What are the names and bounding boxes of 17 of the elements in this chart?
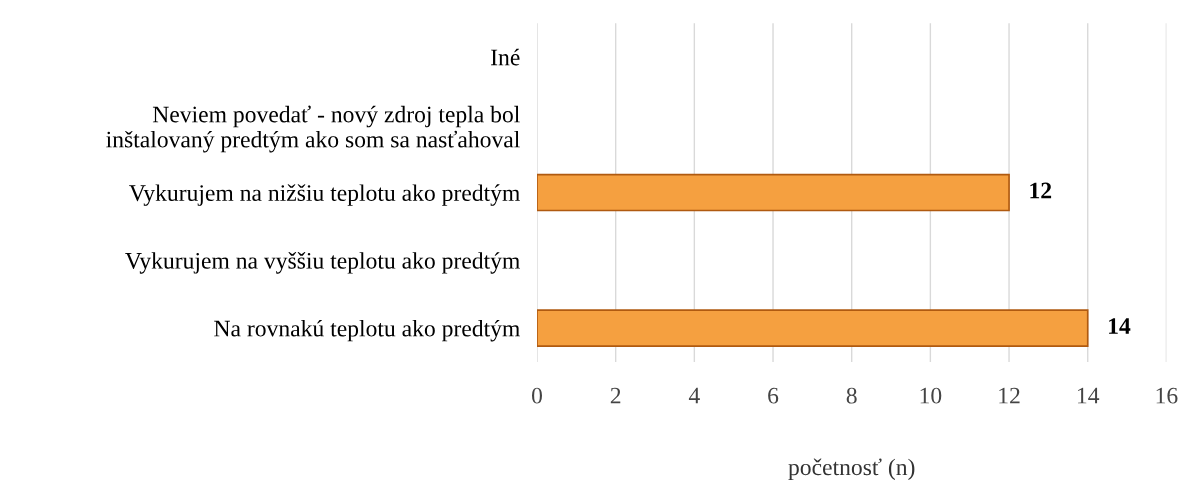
y-tick-label: Na rovnakú teplotu ako predtým <box>214 319 520 342</box>
y-tick-label: Iné <box>491 48 520 66</box>
data-label: 12 <box>1030 182 1052 199</box>
x-axis-title: početnosť (n) <box>788 458 915 481</box>
x-tick-label: 12 <box>999 387 1020 404</box>
x-tick-label: 2 <box>610 387 621 404</box>
x-tick-label: 10 <box>920 387 942 404</box>
y-tick-label: Neviem povedať - nový zdroj tepla bol inštalovaný predtým ako som sa nasťahoval <box>106 105 520 153</box>
x-tick-label: 0 <box>532 387 542 404</box>
y-tick-label: Vykurujem na vyššiu teplotu ako predtým <box>125 252 520 274</box>
x-tick-label: 8 <box>846 387 857 404</box>
x-tick-label: 4 <box>688 387 700 404</box>
data-label: 14 <box>1109 318 1131 334</box>
x-tick-label: 14 <box>1078 387 1100 404</box>
x-tick-label: 6 <box>768 387 779 404</box>
y-tick-label: Vykurujem na nižšiu teplotu ako predtým <box>129 184 520 206</box>
x-tick-label: 16 <box>1156 387 1178 404</box>
